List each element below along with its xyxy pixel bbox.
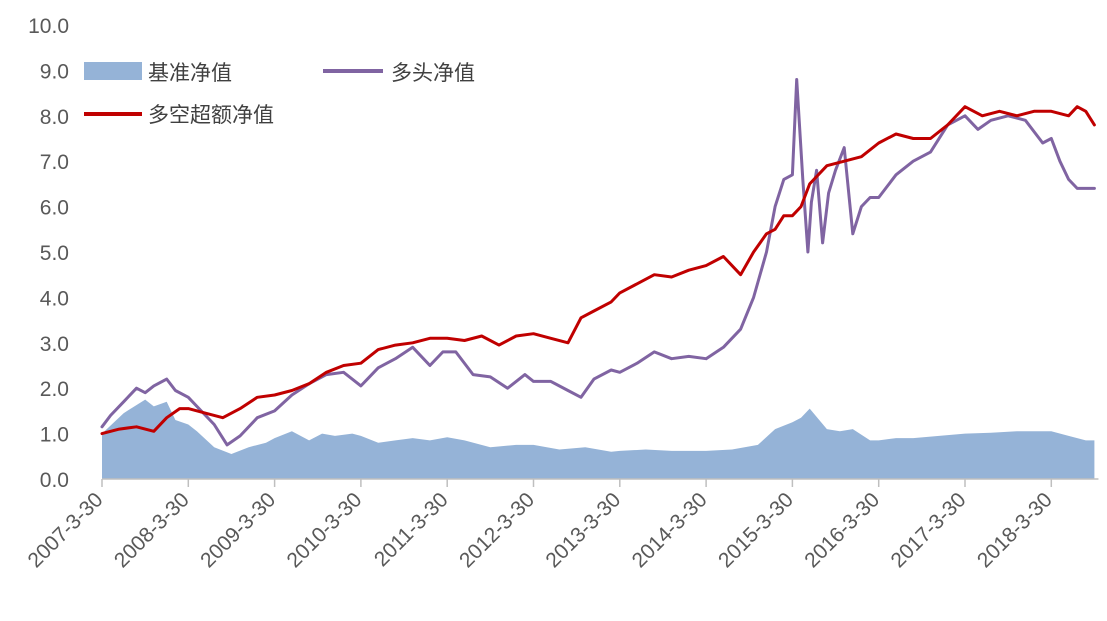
x-tick-label: 2010-3-30 xyxy=(282,488,366,572)
line-layer xyxy=(102,80,1094,445)
y-tick-label: 6.0 xyxy=(40,197,69,220)
x-tick-label: 2016-3-30 xyxy=(800,488,884,572)
y-tick-label: 4.0 xyxy=(40,287,69,310)
legend: 基准净值 多头净值 多空超额净值 xyxy=(84,61,475,127)
x-tick-label: 2007-3-30 xyxy=(24,488,108,572)
y-tick-label: 10.0 xyxy=(28,15,69,38)
x-tick-label: 2012-3-30 xyxy=(455,488,539,572)
series-area-benchmark xyxy=(102,400,1094,479)
x-tick-label: 2015-3-30 xyxy=(714,488,798,572)
x-tick-label: 2009-3-30 xyxy=(196,488,280,572)
y-tick-label: 5.0 xyxy=(40,242,69,265)
x-tick-label: 2008-3-30 xyxy=(110,488,194,572)
x-axis: 2007-3-30 2008-3-30 2009-3-30 2010-3-30 2011… xyxy=(24,479,1099,572)
series-line-long-short xyxy=(102,107,1094,434)
legend-swatch-benchmark xyxy=(84,62,142,80)
x-tick-label: 2011-3-30 xyxy=(370,488,453,571)
y-tick-label: 3.0 xyxy=(40,333,69,356)
x-tick-label: 2013-3-30 xyxy=(541,488,625,572)
legend-label-benchmark: 基准净值 xyxy=(148,61,232,85)
x-tick-label: 2018-3-30 xyxy=(973,488,1057,572)
legend-label-long-short: 多空超额净值 xyxy=(148,103,274,127)
area-layer xyxy=(102,400,1094,479)
y-tick-label: 1.0 xyxy=(40,424,69,447)
y-tick-label: 8.0 xyxy=(40,106,69,129)
y-tick-label: 0.0 xyxy=(40,469,69,492)
y-tick-label: 9.0 xyxy=(40,60,69,83)
y-tick-label: 2.0 xyxy=(40,378,69,401)
y-axis: 0.0 1.0 2.0 3.0 4.0 5.0 6.0 7.0 8.0 9.0 10.0 xyxy=(28,15,69,492)
series-line-long xyxy=(102,80,1094,445)
legend-label-long: 多头净值 xyxy=(391,61,475,85)
x-tick-label: 2014-3-30 xyxy=(628,488,712,572)
y-tick-label: 7.0 xyxy=(40,151,69,174)
x-tick-label: 2017-3-30 xyxy=(887,488,971,572)
